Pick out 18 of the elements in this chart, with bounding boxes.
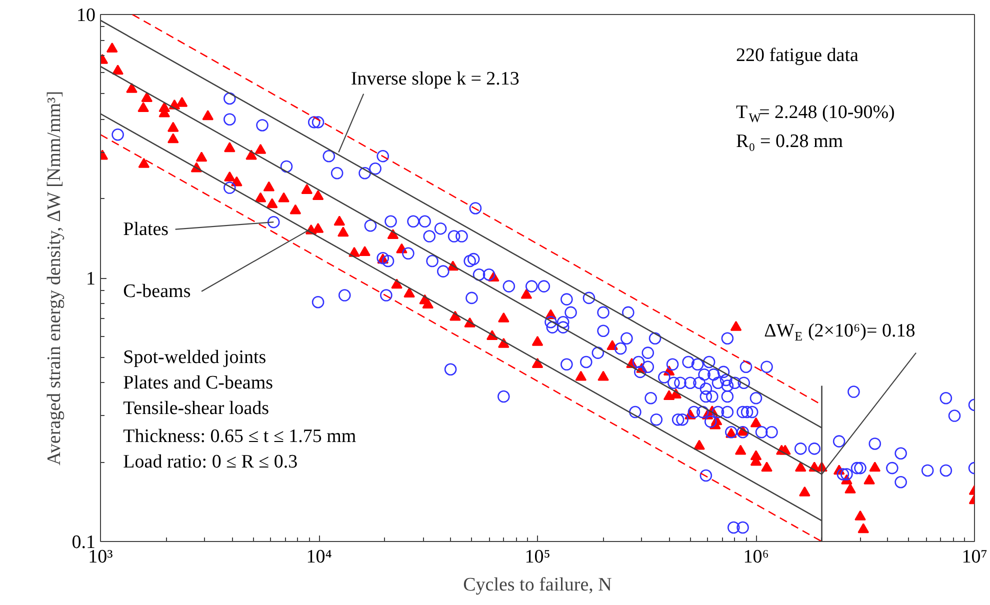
x-tick-label: 10⁶ — [743, 546, 769, 568]
annotation: Inverse slope k = 2.13 — [350, 68, 520, 90]
y-tick-label: 1 — [86, 268, 96, 290]
y-tick-label: 10 — [76, 5, 96, 26]
x-tick-label: 10⁴ — [306, 546, 332, 568]
annotation: 220 fatigue data — [736, 44, 859, 66]
annotation: Thickness: 0.65 ≤ t ≤ 1.75 mm — [123, 426, 356, 448]
annotation: R₀ = 0.28 mm — [736, 130, 844, 152]
annotation: Load ratio: 0 ≤ R ≤ 0.3 — [123, 452, 298, 473]
annotation: C-beams — [123, 280, 191, 302]
x-tick-label: 10⁵ — [524, 546, 550, 568]
annotation: Plates and C-beams — [123, 372, 274, 394]
y-axis-title: Averaged strain energy density, ΔW [Nmm/mm³] — [44, 90, 65, 466]
annotation: Plates — [123, 218, 169, 240]
annotation: Tensile-shear loads — [123, 398, 270, 419]
x-tick-label: 10⁷ — [962, 546, 988, 568]
x-axis-title: Cycles to failure, N — [463, 574, 612, 596]
annotation: Spot-welded joints — [123, 346, 266, 368]
